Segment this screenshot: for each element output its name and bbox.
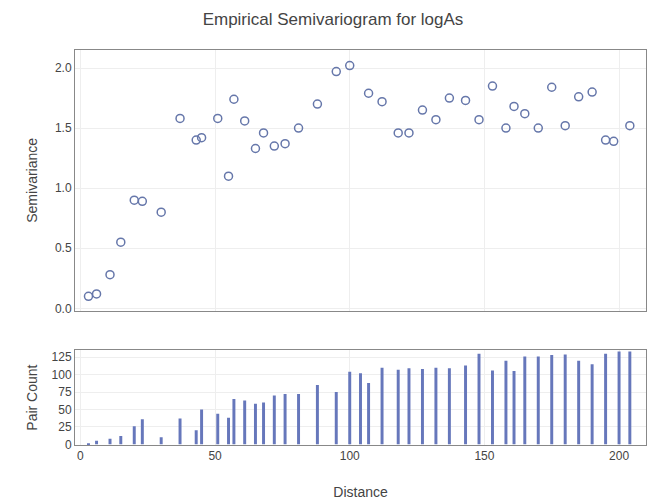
svg-text:100: 100 bbox=[52, 368, 72, 382]
svg-text:1.0: 1.0 bbox=[55, 181, 72, 195]
svg-text:25: 25 bbox=[58, 420, 72, 434]
svg-text:100: 100 bbox=[340, 449, 360, 463]
svg-text:1.5: 1.5 bbox=[55, 121, 72, 135]
svg-text:0: 0 bbox=[77, 449, 84, 463]
svg-text:50: 50 bbox=[208, 449, 222, 463]
svg-text:200: 200 bbox=[609, 449, 629, 463]
svg-text:0.0: 0.0 bbox=[55, 302, 72, 316]
svg-text:50: 50 bbox=[58, 403, 72, 417]
svg-text:150: 150 bbox=[474, 449, 494, 463]
svg-text:0.5: 0.5 bbox=[55, 241, 72, 255]
svg-text:Pair Count: Pair Count bbox=[24, 364, 40, 430]
svg-text:Distance: Distance bbox=[333, 484, 388, 500]
svg-text:0: 0 bbox=[65, 438, 72, 452]
svg-text:Empirical Semivariogram for lo: Empirical Semivariogram for logAs bbox=[203, 10, 464, 29]
svg-text:2.0: 2.0 bbox=[55, 61, 72, 75]
svg-text:Semivariance: Semivariance bbox=[24, 138, 40, 223]
svg-text:75: 75 bbox=[58, 385, 72, 399]
svg-text:125: 125 bbox=[52, 350, 72, 364]
